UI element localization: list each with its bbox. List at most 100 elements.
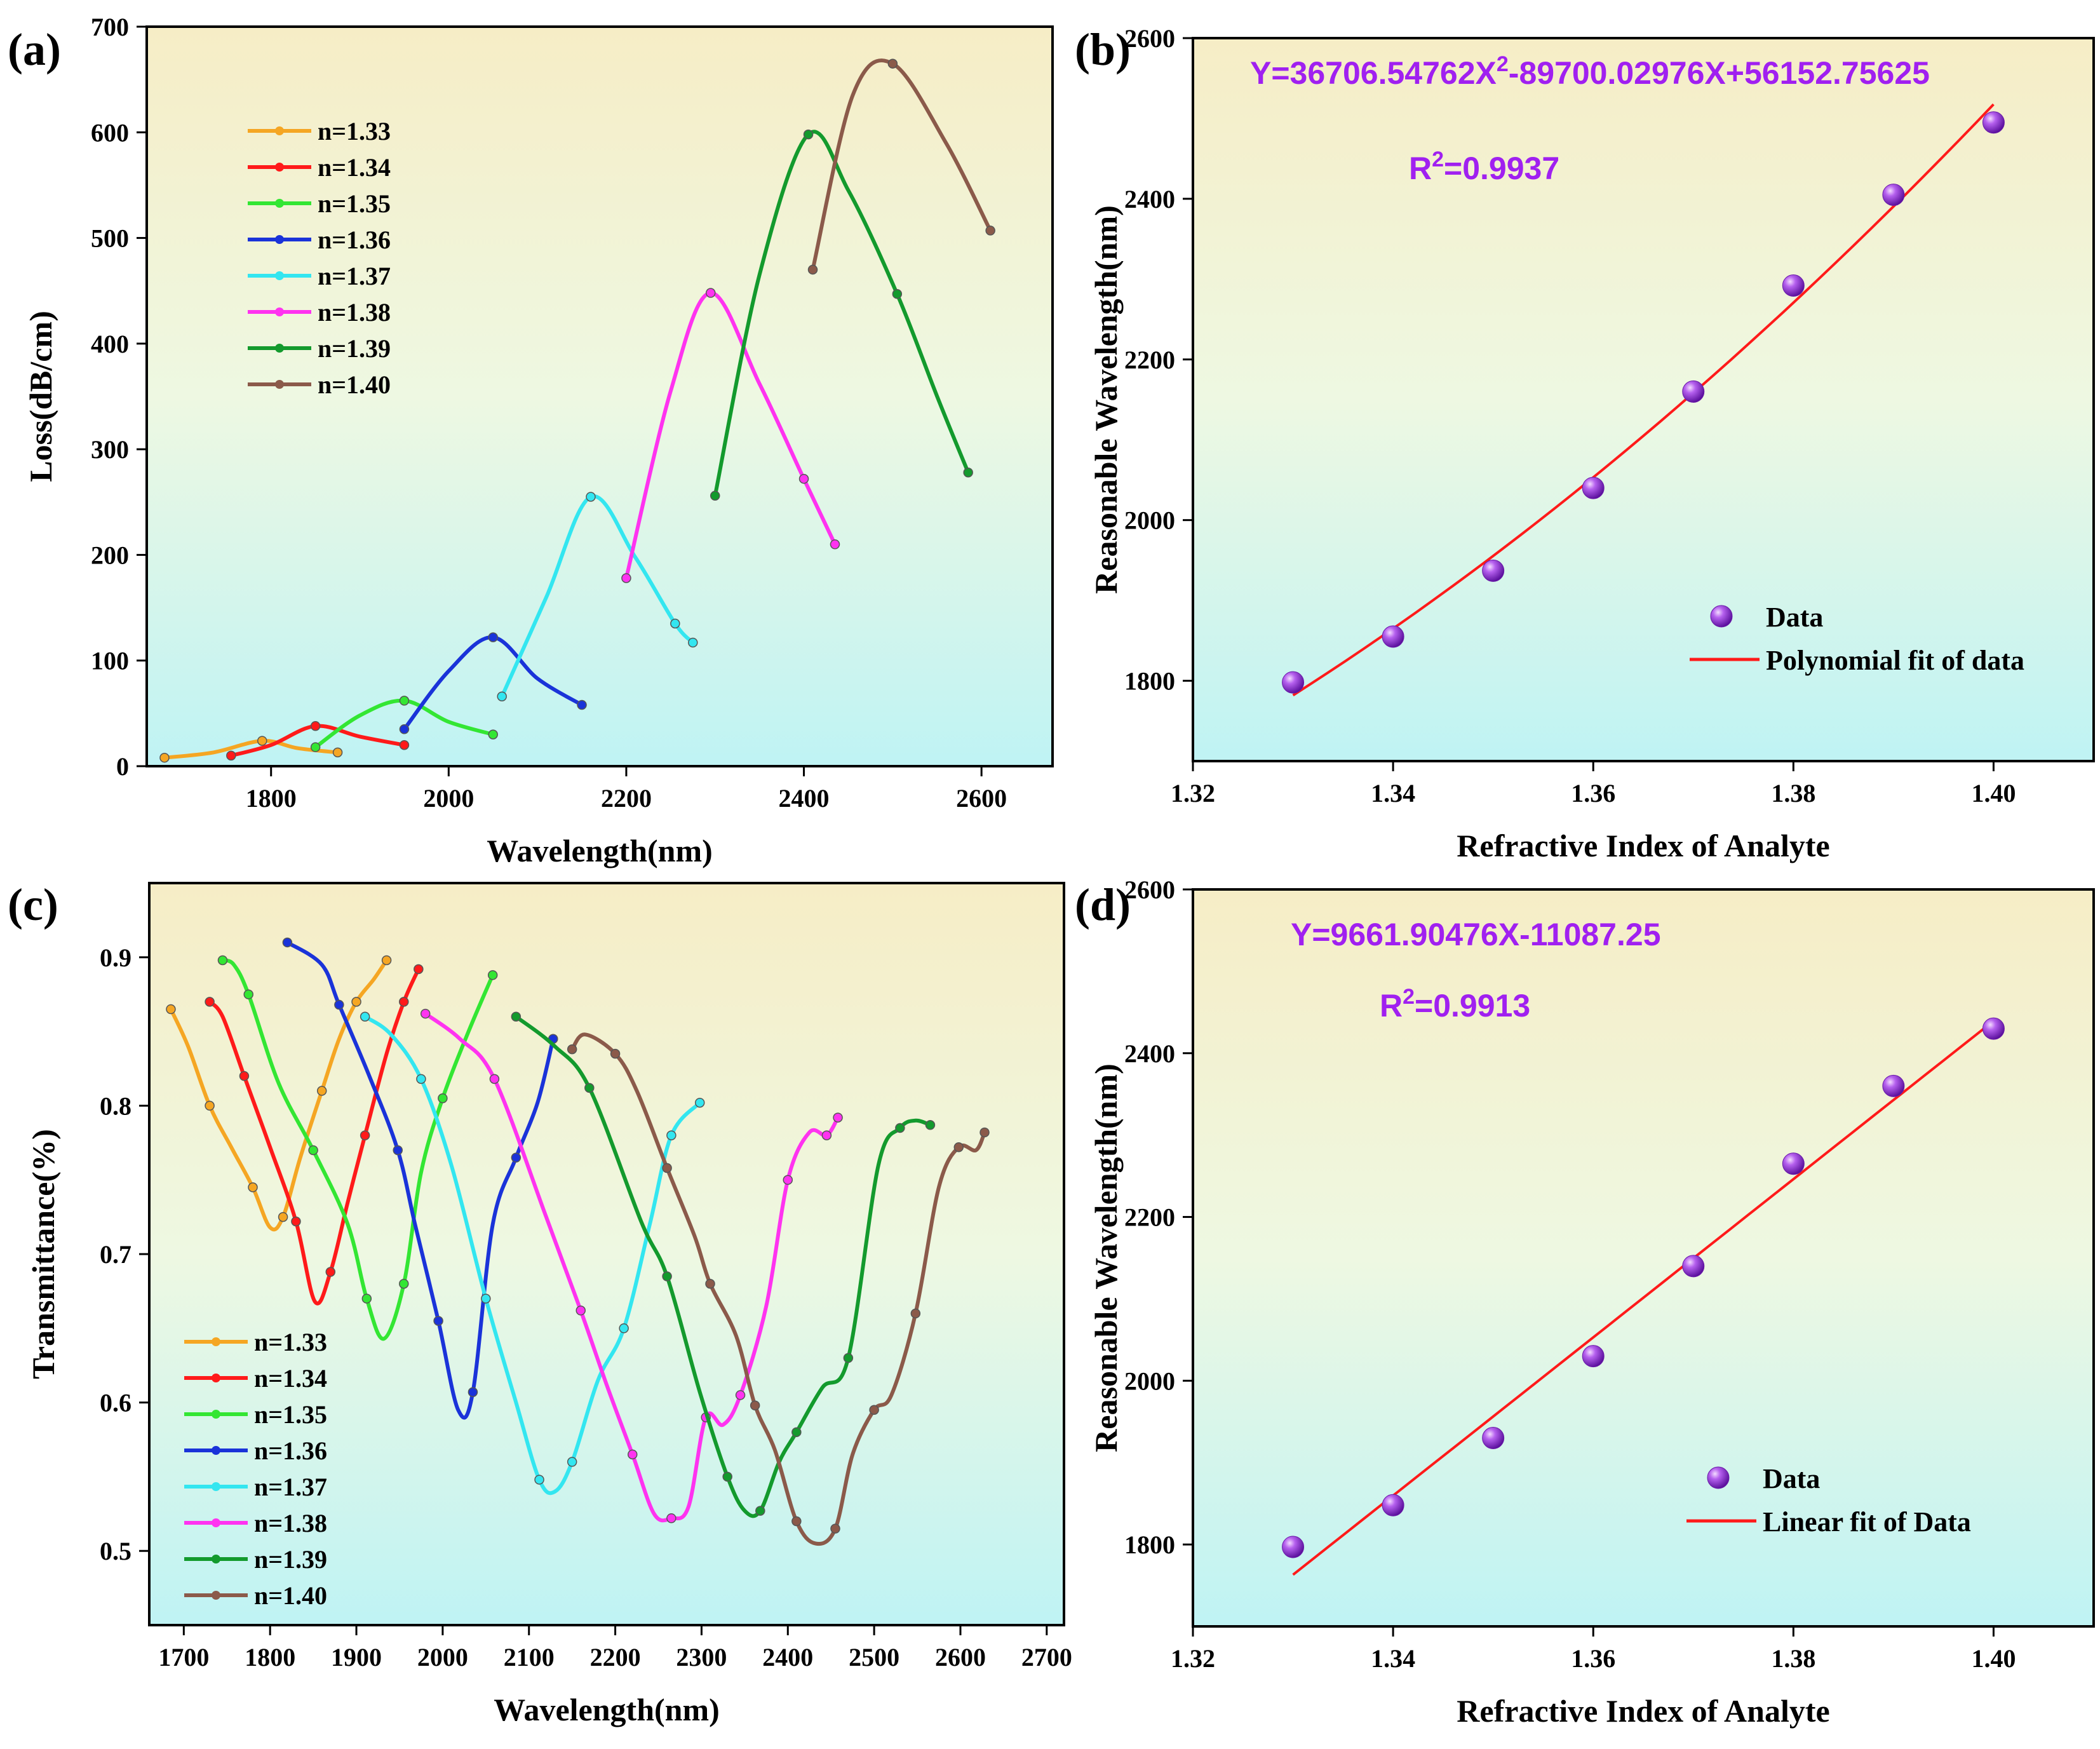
data-point — [1582, 476, 1605, 499]
r2-value: =0.9937 — [1444, 151, 1559, 186]
y-tick-label: 2400 — [1124, 1039, 1175, 1068]
series-point — [755, 1506, 765, 1516]
legend-marker — [275, 126, 284, 135]
legend-label: Data — [1763, 1463, 1820, 1494]
series-point — [694, 1097, 705, 1108]
x-tick-label: 1.32 — [1171, 779, 1215, 807]
data-point — [1582, 1345, 1605, 1368]
y-tick-label: 2600 — [1124, 24, 1175, 53]
series-point — [688, 637, 698, 648]
y-tick-label: 0 — [116, 752, 129, 781]
legend-label: n=1.37 — [318, 262, 391, 290]
panel-b-polynomial-fit-chart: 1.32 1.34 1.36 1.38 1.40 1800 2000 2200 2400 2600… — [1075, 24, 2095, 863]
series-point — [243, 989, 253, 999]
legend-marker — [212, 1518, 220, 1527]
series-point — [750, 1400, 760, 1411]
series-point — [308, 1145, 318, 1156]
plot-area-background — [1193, 38, 2094, 761]
y-tick-label: 0.9 — [100, 943, 131, 972]
x-tick-label: 2200 — [590, 1643, 641, 1671]
series-point — [925, 1120, 936, 1130]
series-point — [334, 999, 344, 1010]
series-point — [217, 955, 228, 966]
legend-label: n=1.38 — [254, 1509, 327, 1537]
legend-marker — [212, 1410, 220, 1419]
series-point — [433, 1316, 443, 1326]
data-point — [1482, 559, 1505, 582]
y-tick-label: 2400 — [1124, 185, 1175, 213]
series-point — [791, 1516, 802, 1527]
x-tick-label: 2000 — [423, 784, 474, 813]
series-point — [798, 473, 809, 484]
series-point — [310, 742, 321, 752]
series-point — [282, 937, 293, 948]
x-tick-label: 1800 — [246, 784, 297, 813]
legend-label: n=1.34 — [318, 153, 391, 182]
legend-label: Linear fit of Data — [1763, 1506, 1971, 1537]
x-tick-label: 2300 — [676, 1643, 727, 1671]
r-squared: R2=0.9937 — [1409, 147, 1559, 186]
series-point — [963, 467, 973, 478]
series-point — [567, 1044, 577, 1055]
panel-label: (c) — [8, 879, 58, 930]
legend-label: n=1.40 — [254, 1581, 327, 1610]
y-tick-label: 2000 — [1124, 1367, 1175, 1395]
x-tick-label: 2100 — [504, 1643, 555, 1671]
legend-marker — [275, 199, 284, 208]
data-point — [1782, 274, 1805, 297]
x-tick-label: 1800 — [245, 1643, 295, 1671]
x-tick-label: 2400 — [762, 1643, 813, 1671]
legend-marker — [1710, 605, 1733, 628]
series-point — [226, 750, 236, 761]
series-point — [887, 58, 898, 69]
r2-superscript: 2 — [1432, 147, 1444, 172]
series-point — [670, 618, 680, 629]
series-point — [534, 1475, 544, 1485]
y-tick-label: 0.7 — [100, 1240, 131, 1269]
legend-label: n=1.35 — [318, 189, 391, 218]
equation-text: Y=9661.90476X-11087.25 — [1291, 917, 1661, 952]
series-point — [621, 573, 631, 583]
fit-equation: Y=9661.90476X-11087.25 — [1291, 917, 1661, 952]
x-tick-label: 1.34 — [1371, 1644, 1415, 1673]
legend-marker — [212, 1591, 220, 1600]
legend-marker — [212, 1446, 220, 1455]
legend-marker — [212, 1374, 220, 1382]
legend-label: n=1.35 — [254, 1400, 327, 1429]
series-point — [706, 288, 716, 298]
x-tick-label: 1.38 — [1771, 1644, 1815, 1673]
series-point — [953, 1142, 964, 1152]
series-point — [360, 1130, 370, 1140]
series-point — [278, 1212, 288, 1222]
series-point — [325, 1267, 336, 1277]
series-point — [610, 1048, 621, 1059]
y-tick-label: 600 — [91, 118, 129, 147]
series-point — [666, 1130, 676, 1140]
series-point — [291, 1216, 301, 1227]
y-axis-label: Loss(dB/cm) — [23, 311, 58, 482]
series-point — [807, 264, 818, 275]
series-point — [985, 226, 995, 236]
x-axis-label: Wavelength(nm) — [487, 833, 713, 868]
y-tick-label: 2200 — [1124, 346, 1175, 374]
series-point — [892, 288, 903, 299]
series-point — [399, 696, 410, 706]
series-point — [833, 1112, 843, 1123]
x-tick-label: 1.40 — [1971, 779, 2016, 807]
y-tick-label: 1800 — [1124, 1530, 1175, 1559]
x-tick-label: 2000 — [417, 1643, 468, 1671]
data-point — [1882, 1074, 1905, 1097]
data-point — [1982, 1017, 2005, 1040]
series-point — [248, 1182, 258, 1192]
legend-marker — [212, 1555, 220, 1563]
series-point — [488, 729, 498, 739]
legend-marker — [275, 271, 284, 280]
plot-area-border — [145, 25, 1054, 767]
series-point — [393, 1145, 403, 1156]
series-point — [399, 739, 410, 750]
data-point — [1382, 1494, 1404, 1516]
data-point — [1282, 1536, 1305, 1558]
legend-label: n=1.39 — [318, 334, 391, 363]
data-point — [1682, 1255, 1705, 1278]
